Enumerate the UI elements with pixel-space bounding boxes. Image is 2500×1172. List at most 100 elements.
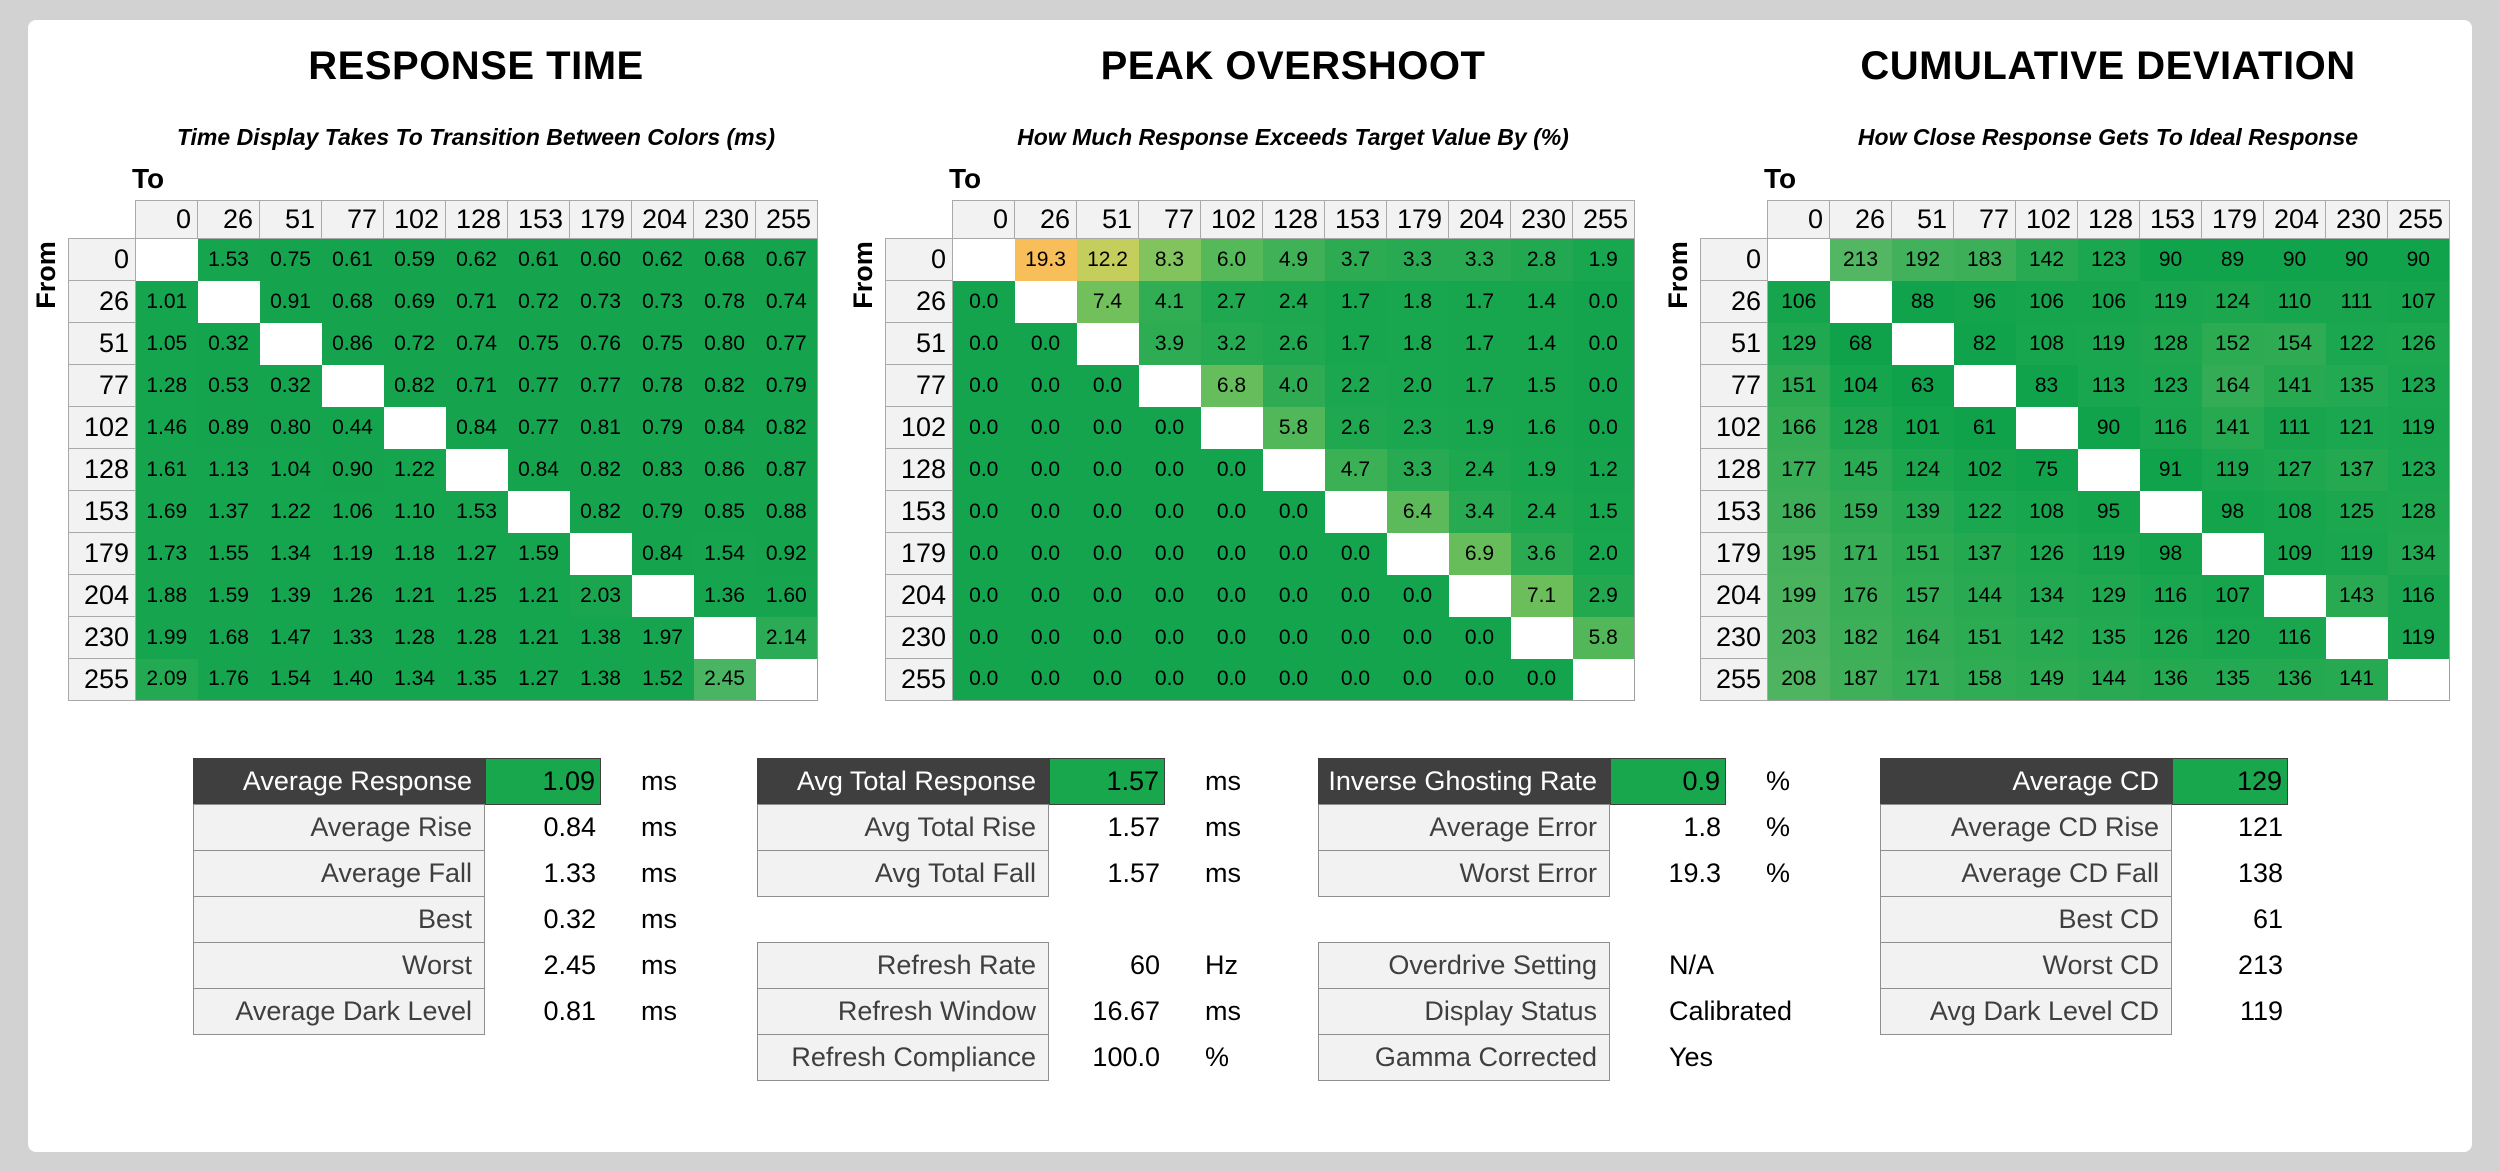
diagonal-cell xyxy=(383,406,446,449)
diagonal-cell xyxy=(569,532,632,575)
heatmap-cell: 0.0 xyxy=(1572,406,1635,449)
heatmap-cell: 0.0 xyxy=(1076,532,1139,575)
column-header: 255 xyxy=(1572,200,1635,239)
heatmap-cell: 166 xyxy=(1767,406,1830,449)
heatmap-cell: 0.0 xyxy=(1386,658,1449,701)
heatmap-cell: 1.59 xyxy=(197,574,260,617)
summary-row: Worst 2.45 ms xyxy=(193,942,768,989)
summary-total-response: Avg Total Response 1.57 ms Avg Total Rise 1.… xyxy=(757,758,1332,1081)
heatmap-row: 153 1.69 1.37 1.22 1.06 1.10 1.53 0.82 0.79 0.85 0… xyxy=(68,490,818,533)
heatmap-cell: 1.53 xyxy=(445,490,508,533)
heatmap-cell: 154 xyxy=(2263,322,2326,365)
heatmap-row: 230 0.0 0.0 0.0 0.0 0.0 0.0 0.0 0.0 0.0 5.8 xyxy=(885,616,1635,659)
heatmap-cell: 1.28 xyxy=(445,616,508,659)
heatmap-cell: 1.9 xyxy=(1572,238,1635,281)
heatmap-cell: 0.0 xyxy=(1262,616,1325,659)
response-time-subtitle: Time Display Takes To Transition Between… xyxy=(176,124,776,150)
heatmap-cell: 1.4 xyxy=(1510,322,1573,365)
summary-value: Calibrated xyxy=(1669,996,1793,1026)
heatmap-cell: 1.7 xyxy=(1448,322,1511,365)
from-axis-label: From xyxy=(31,241,61,309)
column-header: 102 xyxy=(383,200,446,239)
heatmap-cell: 0.0 xyxy=(1510,658,1573,701)
row-header: 102 xyxy=(885,406,953,449)
heatmap-cell: 0.0 xyxy=(1200,616,1263,659)
heatmap-cell: 1.61 xyxy=(135,448,198,491)
summary-value: 1.57 xyxy=(1049,758,1165,805)
summary-row: Best 0.32 ms xyxy=(193,896,768,943)
heatmap-cell: 141 xyxy=(2325,658,2388,701)
heatmap-cell: 68 xyxy=(1829,322,1892,365)
heatmap-cell: 1.68 xyxy=(197,616,260,659)
heatmap-cell: 2.4 xyxy=(1262,280,1325,323)
diagonal-cell xyxy=(2325,616,2388,659)
summary-row: Refresh Compliance 100.0% xyxy=(757,1034,1332,1081)
summary-unit: % xyxy=(1766,858,1791,888)
heatmap-cell: 0.0 xyxy=(952,406,1015,449)
heatmap-cell: 108 xyxy=(2015,490,2078,533)
heatmap-cell: 3.3 xyxy=(1386,448,1449,491)
heatmap-cell: 2.4 xyxy=(1510,490,1573,533)
heatmap-row: 128 0.0 0.0 0.0 0.0 0.0 4.7 3.3 2.4 1.9 1.2 xyxy=(885,448,1635,491)
heatmap-cell: 2.6 xyxy=(1324,406,1387,449)
heatmap-cell: 0.62 xyxy=(631,238,694,281)
heatmap-cell: 213 xyxy=(1829,238,1892,281)
heatmap-cell: 1.35 xyxy=(445,658,508,701)
heatmap-cell: 0.0 xyxy=(1324,574,1387,617)
heatmap-cell: 1.25 xyxy=(445,574,508,617)
summary-unit: ms xyxy=(641,996,677,1026)
heatmap-cell: 0.77 xyxy=(507,364,570,407)
heatmap-cell: 2.14 xyxy=(755,616,818,659)
heatmap-cell: 164 xyxy=(2201,364,2264,407)
heatmap-header-row: 0 26 51 77 102 128 153 179 204 230 255 xyxy=(885,200,1635,239)
heatmap-cell: 136 xyxy=(2139,658,2202,701)
heatmap-cell: 1.54 xyxy=(693,532,756,575)
peak-overshoot-heatmap: 0 26 51 77 102 128 153 179 204 230 255 0 19.3 12.2 8.3… xyxy=(885,200,1635,701)
summary-label: Display Status xyxy=(1318,988,1610,1035)
heatmap-cell: 1.5 xyxy=(1510,364,1573,407)
heatmap-cell: 0.79 xyxy=(631,406,694,449)
heatmap-cell: 0.74 xyxy=(445,322,508,365)
heatmap-cell: 177 xyxy=(1767,448,1830,491)
column-header: 0 xyxy=(135,200,198,239)
heatmap-cell: 0.86 xyxy=(321,322,384,365)
heatmap-cell: 0.0 xyxy=(1138,532,1201,575)
heatmap-row: 255 208 187 171 158 149 144 136 135 136 141 xyxy=(1700,658,2450,701)
heatmap-cell: 0.82 xyxy=(383,364,446,407)
summary-row: Inverse Ghosting Rate 0.9% xyxy=(1318,758,1893,805)
column-header: 230 xyxy=(2325,200,2388,239)
heatmap-cell: 2.8 xyxy=(1510,238,1573,281)
summary-label: Gamma Corrected xyxy=(1318,1034,1610,1081)
heatmap-row: 128 177 145 124 102 75 91 119 127 137 123 xyxy=(1700,448,2450,491)
heatmap-cell: 0.82 xyxy=(693,364,756,407)
heatmap-cell: 0.0 xyxy=(1076,658,1139,701)
heatmap-cell: 0.61 xyxy=(321,238,384,281)
corner-cell xyxy=(1700,200,1768,239)
summary-unit: ms xyxy=(641,812,677,842)
diagonal-cell xyxy=(631,574,694,617)
heatmap-cell: 0.32 xyxy=(197,322,260,365)
diagonal-cell xyxy=(259,322,322,365)
heatmap-cell: 88 xyxy=(1891,280,1954,323)
summary-label: Average CD xyxy=(1880,758,2172,805)
report-card: RESPONSE TIME Time Display Takes To Tran… xyxy=(28,20,2472,1152)
heatmap-row: 204 1.88 1.59 1.39 1.26 1.21 1.25 1.21 2.03 1.36 1… xyxy=(68,574,818,617)
heatmap-cell: 109 xyxy=(2263,532,2326,575)
column-header: 51 xyxy=(1891,200,1954,239)
heatmap-cell: 90 xyxy=(2077,406,2140,449)
heatmap-cell: 0.68 xyxy=(693,238,756,281)
heatmap-cell: 0.68 xyxy=(321,280,384,323)
heatmap-cell: 126 xyxy=(2387,322,2450,365)
heatmap-cell: 7.1 xyxy=(1510,574,1573,617)
summary-unit: ms xyxy=(641,950,677,980)
row-header: 204 xyxy=(68,574,136,617)
heatmap-cell: 0.77 xyxy=(507,406,570,449)
column-header: 153 xyxy=(507,200,570,239)
heatmap-cell: 0.82 xyxy=(569,448,632,491)
heatmap-row: 77 0.0 0.0 0.0 6.8 4.0 2.2 2.0 1.7 1.5 0.0 xyxy=(885,364,1635,407)
heatmap-cell: 8.3 xyxy=(1138,238,1201,281)
summary-label: Overdrive Setting xyxy=(1318,942,1610,989)
heatmap-cell: 152 xyxy=(2201,322,2264,365)
summary-label: Worst Error xyxy=(1318,850,1610,897)
heatmap-cell: 1.8 xyxy=(1386,322,1449,365)
